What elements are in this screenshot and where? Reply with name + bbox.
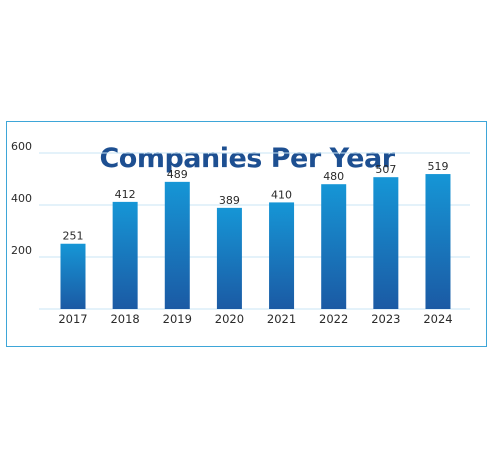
y-tick-label: 200 [11,244,32,257]
bar [269,202,295,309]
bar [112,201,138,309]
bar [60,243,86,309]
bar [425,174,451,309]
x-tick-label: 2021 [267,312,296,326]
bar [321,184,347,309]
bar-chart: Companies Per Year 200 400 600 251 412 489 38… [11,140,470,326]
bar [164,181,190,309]
y-axis-ticks: 200 400 600 [11,140,32,257]
data-label: 251 [63,230,84,243]
data-label: 507 [375,163,396,176]
x-tick-label: 2019 [163,312,192,326]
y-tick-label: 400 [11,192,32,205]
grid-lines [39,152,470,310]
x-axis-ticks: 2017 2018 2019 2020 2021 2022 2023 2024 [58,312,452,326]
chart-title: Companies Per Year [99,143,395,174]
chart-card: Companies Per Year 200 400 600 251 412 489 38… [6,121,487,347]
data-label: 489 [167,168,188,181]
x-tick-label: 2024 [423,312,452,326]
x-tick-label: 2018 [110,312,139,326]
data-label: 410 [271,188,292,201]
x-tick-label: 2020 [215,312,244,326]
y-tick-label: 600 [11,140,32,153]
data-label: 389 [219,194,240,207]
x-tick-label: 2017 [58,312,87,326]
bar [216,207,242,309]
data-label: 480 [323,170,344,183]
bar [373,177,399,309]
data-label: 412 [115,188,136,201]
data-labels: 251 412 489 389 410 480 507 519 [63,160,449,243]
x-tick-label: 2023 [371,312,400,326]
bars [60,174,451,309]
data-label: 519 [427,160,448,173]
x-tick-label: 2022 [319,312,348,326]
